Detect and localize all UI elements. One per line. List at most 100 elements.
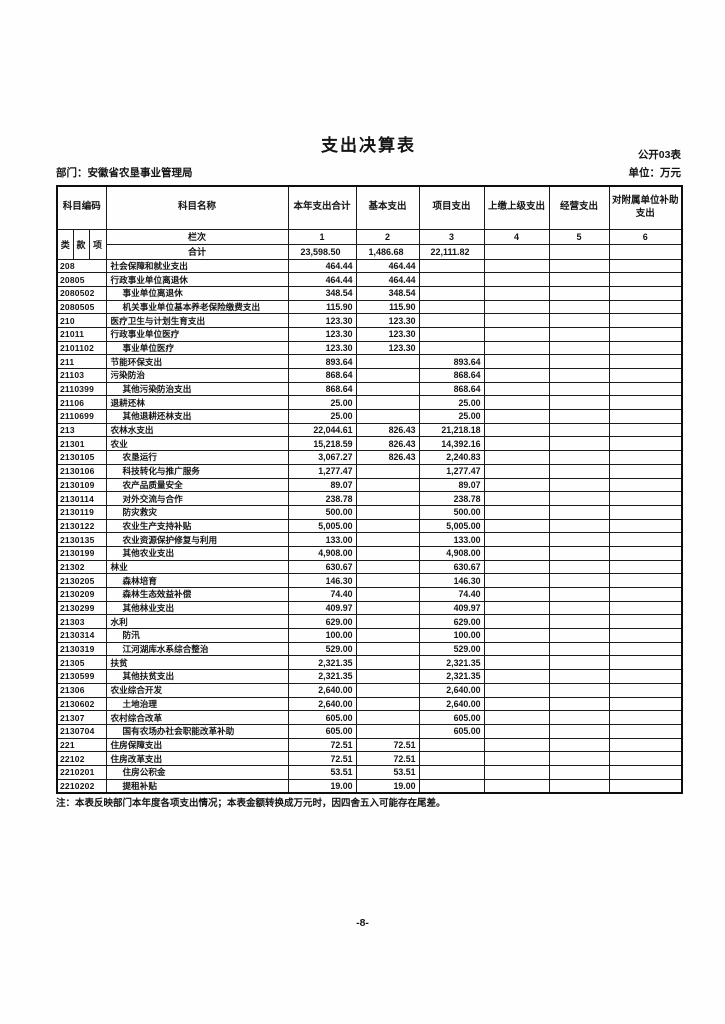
value-cell	[355, 655, 420, 671]
value-cell: 25.00	[287, 395, 357, 411]
value-cell	[418, 285, 485, 301]
value-cell	[355, 504, 420, 520]
subject-code-cell: 21303	[56, 614, 107, 630]
table-row: 2210201 住房公积金 53.51 53.51	[56, 764, 683, 780]
total-value-cell: 22,111.82	[418, 243, 485, 260]
subject-code-cell: 21302	[56, 559, 107, 575]
value-cell: 409.97	[418, 600, 485, 616]
subject-code-cell: 2130122	[56, 518, 107, 534]
value-cell	[483, 409, 550, 424]
value-cell	[483, 354, 550, 369]
value-cell	[483, 272, 550, 287]
value-cell	[355, 682, 420, 698]
subject-code-cell: 2110399	[56, 381, 107, 397]
value-cell	[483, 587, 550, 602]
value-cell	[608, 436, 683, 452]
value-cell: 629.00	[418, 614, 485, 630]
subject-name-cell: 森林生态效益补偿	[105, 587, 289, 602]
value-cell: 2,640.00	[418, 682, 485, 698]
expenditure-table: 科目编码 科目名称 本年支出合计 基本支出 项目支出 上缴上级支出 经营支出 对…	[56, 185, 684, 794]
value-cell: 238.78	[418, 491, 485, 506]
value-cell: 2,640.00	[287, 682, 357, 698]
value-cell	[483, 477, 550, 493]
value-cell: 72.51	[355, 737, 420, 753]
value-cell: 630.67	[287, 559, 357, 575]
table-code-label: 公开03表	[637, 149, 681, 161]
value-cell	[608, 368, 683, 383]
value-cell: 133.00	[287, 532, 357, 547]
subject-name-cell: 农业综合开发	[105, 682, 289, 698]
value-cell: 629.00	[287, 614, 357, 630]
value-cell	[548, 614, 610, 630]
subject-name-cell: 扶贫	[105, 655, 289, 671]
value-cell	[418, 778, 485, 794]
value-cell	[355, 532, 420, 547]
value-cell: 238.78	[287, 491, 357, 506]
subject-name-cell: 农垦运行	[105, 450, 289, 465]
subject-name-cell: 事业单位医疗	[105, 340, 289, 356]
value-cell	[483, 463, 550, 479]
subject-name-cell: 森林培育	[105, 573, 289, 588]
subject-name-cell: 水利	[105, 614, 289, 630]
value-cell: 464.44	[355, 258, 420, 274]
subject-code-cell: 2130319	[56, 641, 107, 657]
value-cell	[548, 696, 610, 712]
value-cell	[548, 463, 610, 479]
subject-code-cell: 21011	[56, 326, 107, 342]
value-cell	[548, 587, 610, 602]
value-cell	[548, 450, 610, 465]
sub-header-item: 项	[88, 228, 107, 260]
header-subject-code: 科目编码	[56, 185, 107, 230]
value-cell: 53.51	[287, 764, 357, 780]
value-cell	[548, 751, 610, 766]
page-title: 支出决算表	[321, 136, 416, 155]
value-cell	[418, 258, 485, 274]
value-cell	[483, 518, 550, 534]
value-cell: 529.00	[418, 641, 485, 657]
value-cell	[483, 573, 550, 588]
value-cell	[608, 655, 683, 671]
subject-code-cell: 21306	[56, 682, 107, 698]
value-cell: 605.00	[287, 710, 357, 725]
value-cell: 123.30	[355, 313, 420, 328]
value-cell	[608, 518, 683, 534]
subject-name-cell: 节能环保支出	[105, 354, 289, 369]
value-cell	[483, 600, 550, 616]
value-cell	[548, 313, 610, 328]
value-cell	[483, 559, 550, 575]
value-cell	[483, 491, 550, 506]
subject-code-cell: 2210201	[56, 764, 107, 780]
value-cell	[355, 600, 420, 616]
value-cell: 74.40	[418, 587, 485, 602]
value-cell: 15,218.59	[287, 436, 357, 452]
expenditure-rows: 208 社会保障和就业支出 464.44 464.44 20805 行政事业单位离退休 46…	[56, 258, 683, 794]
value-cell	[355, 545, 420, 561]
value-cell: 53.51	[355, 764, 420, 780]
value-cell	[418, 764, 485, 780]
value-cell	[548, 764, 610, 780]
value-cell	[548, 436, 610, 452]
value-cell	[355, 614, 420, 630]
subject-name-cell: 农业生产支持补贴	[105, 518, 289, 534]
subject-code-cell: 22102	[56, 751, 107, 766]
value-cell	[548, 600, 610, 616]
sub-header-section: 款	[72, 228, 90, 260]
value-cell: 115.90	[355, 299, 420, 315]
value-cell: 464.44	[355, 272, 420, 287]
value-cell	[548, 504, 610, 520]
subject-code-cell: 2130299	[56, 600, 107, 616]
subject-name-cell: 其他扶贫支出	[105, 669, 289, 684]
value-cell	[355, 368, 420, 383]
value-cell: 868.64	[287, 368, 357, 383]
value-cell	[608, 354, 683, 369]
value-cell: 123.30	[355, 326, 420, 342]
value-cell	[483, 368, 550, 383]
value-cell: 14,392.16	[418, 436, 485, 452]
value-cell: 25.00	[287, 409, 357, 424]
value-cell	[483, 641, 550, 657]
value-cell	[608, 559, 683, 575]
value-cell	[355, 573, 420, 588]
value-cell	[483, 504, 550, 520]
value-cell: 2,321.35	[418, 669, 485, 684]
subject-code-cell: 2130106	[56, 463, 107, 479]
